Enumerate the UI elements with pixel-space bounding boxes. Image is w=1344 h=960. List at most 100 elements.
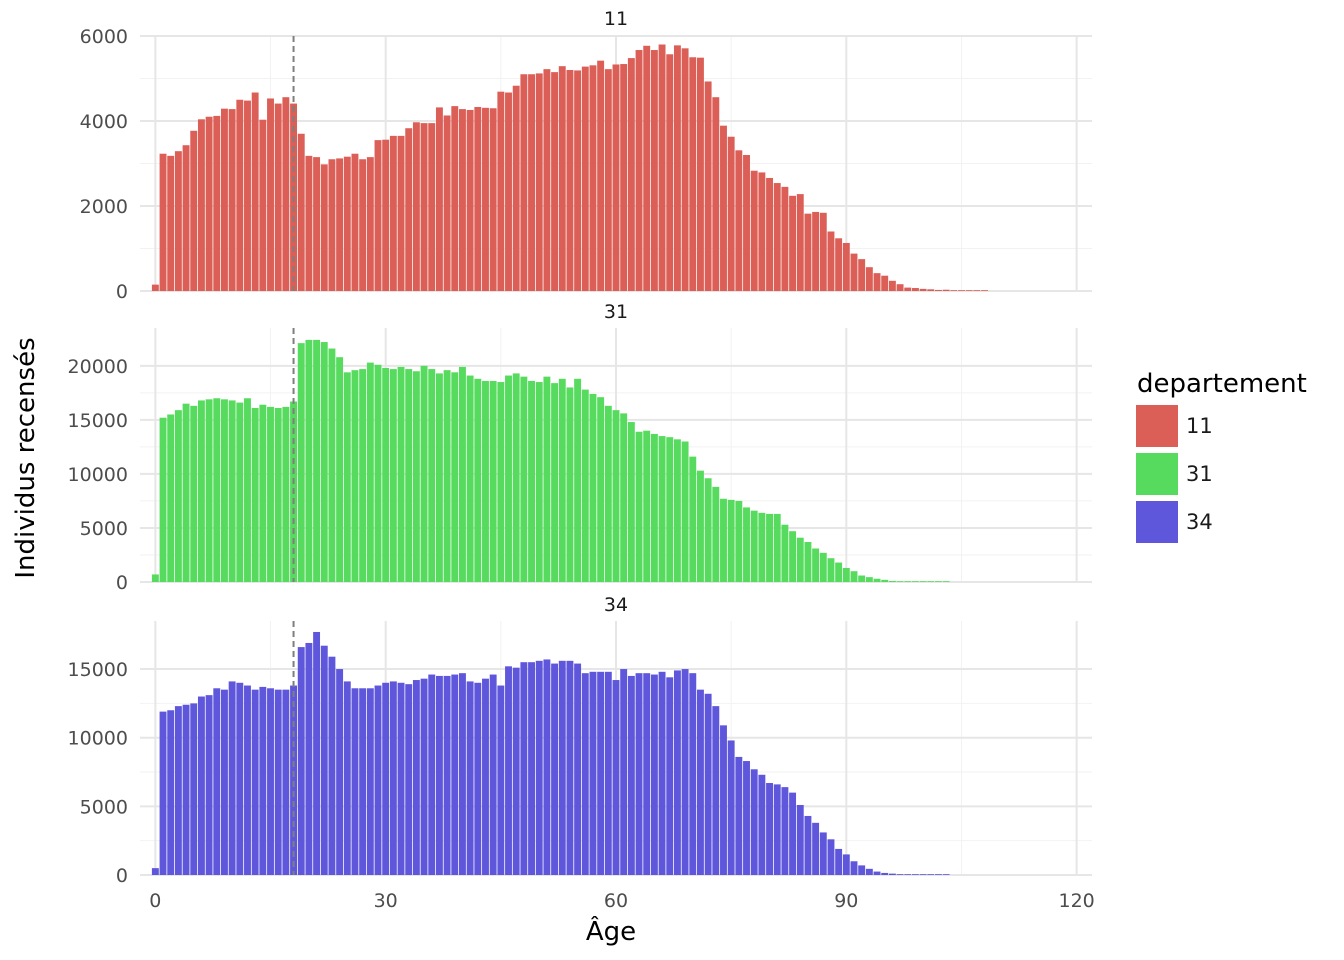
bar-age-50 xyxy=(535,660,543,875)
bar-age-14 xyxy=(259,404,267,582)
bar-age-61 xyxy=(620,413,628,582)
bar-age-77 xyxy=(743,155,750,291)
bar-age-4 xyxy=(182,403,190,582)
bar-age-7 xyxy=(205,399,213,582)
facet-label: 31 xyxy=(604,301,628,323)
bar-age-67 xyxy=(666,677,674,875)
bar-age-17 xyxy=(282,97,290,291)
bar-age-16 xyxy=(274,407,282,582)
bar-age-105 xyxy=(958,290,965,291)
bar-age-91 xyxy=(850,253,858,291)
bar-age-76 xyxy=(735,756,743,875)
bar-age-31 xyxy=(389,369,397,582)
bar-age-98 xyxy=(904,287,912,291)
bar-age-49 xyxy=(528,74,536,291)
y-tick-label: 10000 xyxy=(68,728,128,750)
bar-age-87 xyxy=(819,832,827,875)
bar-age-104 xyxy=(950,290,958,291)
bar-age-64 xyxy=(643,673,651,875)
bar-age-43 xyxy=(482,678,489,875)
bar-age-64 xyxy=(643,45,651,292)
bar-age-8 xyxy=(213,398,221,582)
bar-age-32 xyxy=(397,135,405,291)
bar-age-86 xyxy=(812,822,820,875)
bar-age-90 xyxy=(842,854,850,875)
bar-age-24 xyxy=(336,158,344,291)
bar-age-20 xyxy=(305,155,313,291)
bar-age-27 xyxy=(359,159,367,291)
bar-age-16 xyxy=(274,689,282,875)
bar-age-44 xyxy=(489,108,497,291)
bar-age-43 xyxy=(482,380,489,582)
bar-age-71 xyxy=(696,689,704,875)
bar-age-58 xyxy=(597,671,605,875)
y-axis-title: Individus recensés xyxy=(11,337,41,578)
bar-age-61 xyxy=(620,669,628,875)
bar-age-42 xyxy=(474,106,482,291)
bar-age-21 xyxy=(313,157,321,291)
bar-age-39 xyxy=(451,372,459,582)
bar-age-23 xyxy=(328,159,336,291)
bar-age-76 xyxy=(735,150,743,291)
bar-age-30 xyxy=(382,139,390,291)
bar-age-84 xyxy=(796,537,804,582)
bar-age-87 xyxy=(819,212,827,291)
bar-age-84 xyxy=(796,804,804,875)
bar-age-80 xyxy=(766,177,774,291)
bar-age-3 xyxy=(174,410,182,582)
bar-age-54 xyxy=(566,70,574,291)
bar-age-17 xyxy=(282,689,290,875)
bar-age-45 xyxy=(497,382,505,582)
bar-age-30 xyxy=(382,682,390,875)
bar-age-6 xyxy=(197,400,205,582)
bar-age-63 xyxy=(635,431,643,582)
bar-age-34 xyxy=(412,371,420,582)
bar-age-82 xyxy=(781,787,789,875)
bar-age-55 xyxy=(574,70,582,291)
bar-age-36 xyxy=(428,123,436,291)
bar-age-107 xyxy=(973,290,981,291)
bar-age-71 xyxy=(696,57,704,291)
bar-age-44 xyxy=(489,674,497,875)
x-tick-label: 30 xyxy=(374,890,398,912)
bar-age-34 xyxy=(412,122,420,292)
bar-age-7 xyxy=(205,116,213,291)
legend-swatch xyxy=(1136,501,1178,543)
bar-age-76 xyxy=(735,500,743,582)
bar-age-21 xyxy=(313,339,321,582)
bar-age-53 xyxy=(558,378,566,582)
bar-age-9 xyxy=(220,689,228,875)
bar-age-32 xyxy=(397,366,405,582)
legend-title: departement xyxy=(1137,369,1307,399)
bar-age-66 xyxy=(658,436,666,582)
bar-age-58 xyxy=(597,397,605,582)
bar-age-88 xyxy=(827,231,835,291)
legend-entry-31: 31 xyxy=(1136,453,1213,495)
bar-age-5 xyxy=(190,405,198,582)
bar-age-68 xyxy=(673,670,681,875)
bar-age-103 xyxy=(942,289,950,291)
bar-age-84 xyxy=(796,194,804,291)
bar-age-86 xyxy=(812,211,820,291)
bar-age-26 xyxy=(351,688,359,875)
bar-age-24 xyxy=(336,357,344,582)
bar-age-102 xyxy=(934,581,942,582)
bar-age-53 xyxy=(558,660,566,875)
bar-age-47 xyxy=(512,373,520,582)
bar-age-0 xyxy=(151,574,159,582)
bar-age-81 xyxy=(773,183,781,291)
legend-swatch xyxy=(1136,405,1178,447)
y-tick-label: 15000 xyxy=(68,659,128,681)
bar-age-28 xyxy=(366,157,374,291)
bar-age-52 xyxy=(551,383,559,582)
bar-age-31 xyxy=(389,681,397,875)
bar-age-106 xyxy=(965,290,973,291)
facet-label: 34 xyxy=(604,594,628,616)
y-tick-label: 2000 xyxy=(80,196,128,218)
bar-age-10 xyxy=(228,109,236,291)
bar-age-73 xyxy=(712,706,720,875)
bar-age-61 xyxy=(620,64,628,291)
bar-age-93 xyxy=(865,267,873,291)
bar-age-13 xyxy=(251,407,259,582)
